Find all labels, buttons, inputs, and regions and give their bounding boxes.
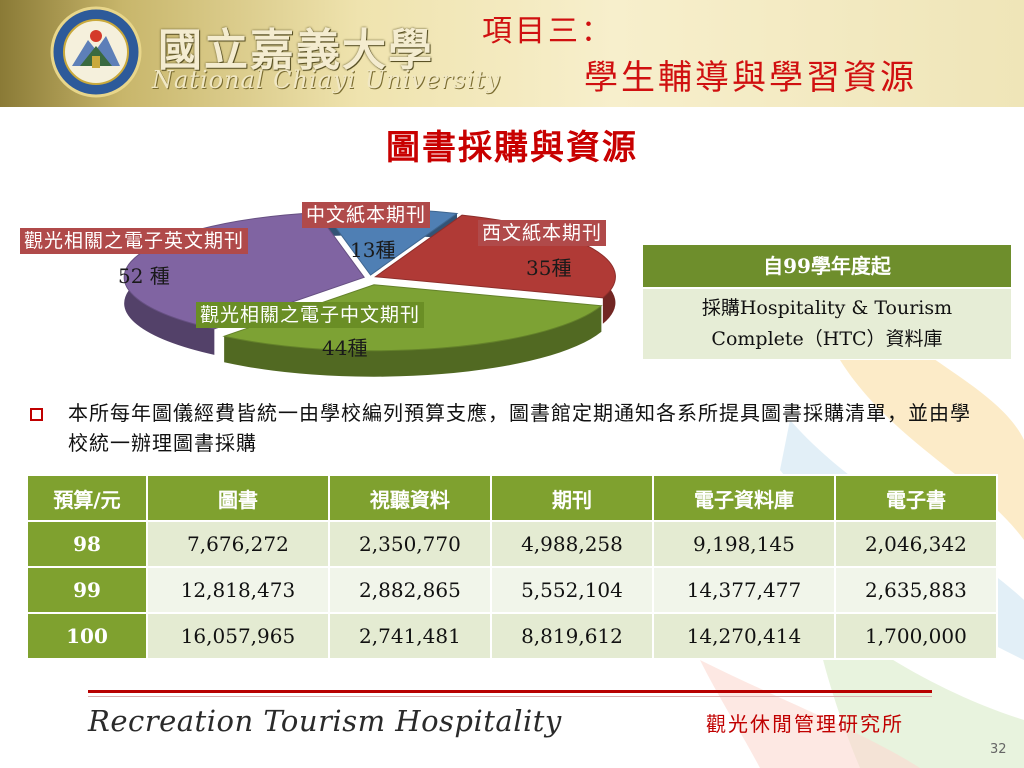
journal-pie-chart: 中文紙本期刊 13種 西文紙本期刊 35種 觀光相關之電子中文期刊 44種 觀光… bbox=[20, 196, 640, 396]
pie-value-electronic-english: 52 種 bbox=[118, 264, 170, 288]
header-e-databases: 電子資料庫 bbox=[652, 474, 836, 522]
table-cell: 2,741,481 bbox=[327, 612, 492, 660]
pie-label-electronic-english: 觀光相關之電子英文期刊 bbox=[20, 228, 249, 254]
info-box-heading: 自99學年度起 bbox=[642, 244, 1012, 288]
pie-value-western-print: 35種 bbox=[526, 256, 572, 280]
row-year: 99 bbox=[26, 566, 148, 614]
pie-label-western-print: 西文紙本期刊 bbox=[478, 220, 607, 246]
pie-value-chinese-print: 13種 bbox=[350, 238, 396, 262]
table-cell: 2,046,342 bbox=[833, 520, 999, 568]
page-title: 圖書採購與資源 bbox=[386, 128, 638, 168]
header-journals: 期刊 bbox=[489, 474, 655, 522]
info-box-line2: Complete（HTC）資料庫 bbox=[711, 328, 943, 350]
university-name-english: National Chiayi University bbox=[152, 66, 501, 94]
row-year: 100 bbox=[26, 612, 148, 660]
footer-divider-thin bbox=[88, 696, 932, 697]
table-cell: 12,818,473 bbox=[146, 566, 330, 614]
section-title-line2: 學生輔導與學習資源 bbox=[584, 58, 917, 98]
table-cell: 14,270,414 bbox=[652, 612, 836, 660]
footer-divider bbox=[88, 690, 932, 693]
pie-value-electronic-chinese: 44種 bbox=[322, 336, 368, 360]
table-cell: 7,676,272 bbox=[146, 520, 330, 568]
header-books: 圖書 bbox=[146, 474, 330, 522]
htc-database-info-box: 自99學年度起 採購Hospitality & Tourism Complete… bbox=[642, 244, 1012, 360]
table-row: 99 12,818,473 2,882,865 5,552,104 14,377… bbox=[26, 566, 999, 614]
info-box-body: 採購Hospitality & Tourism Complete（HTC）資料庫 bbox=[642, 288, 1012, 360]
pie-label-chinese-print: 中文紙本期刊 bbox=[302, 202, 431, 228]
table-cell: 2,635,883 bbox=[833, 566, 999, 614]
table-cell: 5,552,104 bbox=[489, 566, 655, 614]
header-budget: 預算/元 bbox=[26, 474, 148, 522]
header-audiovisual: 視聽資料 bbox=[327, 474, 492, 522]
pie-slice-electronic-chinese-side bbox=[224, 305, 602, 377]
footer-logo-text: Recreation Tourism Hospitality bbox=[88, 704, 562, 738]
table-row: 98 7,676,272 2,350,770 4,988,258 9,198,1… bbox=[26, 520, 999, 568]
header-banner: 國立嘉義大學 National Chiayi University 項目三： 學… bbox=[0, 0, 1024, 107]
info-box-line1: 採購Hospitality & Tourism bbox=[701, 297, 953, 319]
section-title-line1: 項目三： bbox=[482, 14, 614, 49]
row-year: 98 bbox=[26, 520, 148, 568]
budget-table: 預算/元 圖書 視聽資料 期刊 電子資料庫 電子書 98 7,676,272 2… bbox=[26, 474, 999, 660]
budget-description: 本所每年圖儀經費皆統一由學校編列預算支應，圖書館定期通知各系所提具圖書採購清單，… bbox=[68, 401, 971, 455]
table-cell: 14,377,477 bbox=[652, 566, 836, 614]
table-cell: 16,057,965 bbox=[146, 612, 330, 660]
table-cell: 8,819,612 bbox=[489, 612, 655, 660]
university-name: 國立嘉義大學 bbox=[158, 25, 434, 76]
table-row: 100 16,057,965 2,741,481 8,819,612 14,27… bbox=[26, 612, 999, 660]
footer-department: 觀光休閒管理研究所 bbox=[706, 712, 904, 736]
table-cell: 2,350,770 bbox=[327, 520, 492, 568]
university-seal-icon bbox=[50, 6, 142, 98]
table-cell: 9,198,145 bbox=[652, 520, 836, 568]
table-cell: 2,882,865 bbox=[327, 566, 492, 614]
page-number: 32 bbox=[990, 742, 1007, 757]
table-cell: 1,700,000 bbox=[833, 612, 999, 660]
bullet-square-icon bbox=[30, 408, 43, 421]
pie-label-electronic-chinese: 觀光相關之電子中文期刊 bbox=[196, 302, 425, 328]
table-cell: 4,988,258 bbox=[489, 520, 655, 568]
table-header-row: 預算/元 圖書 視聽資料 期刊 電子資料庫 電子書 bbox=[26, 474, 999, 522]
header-e-books: 電子書 bbox=[833, 474, 999, 522]
